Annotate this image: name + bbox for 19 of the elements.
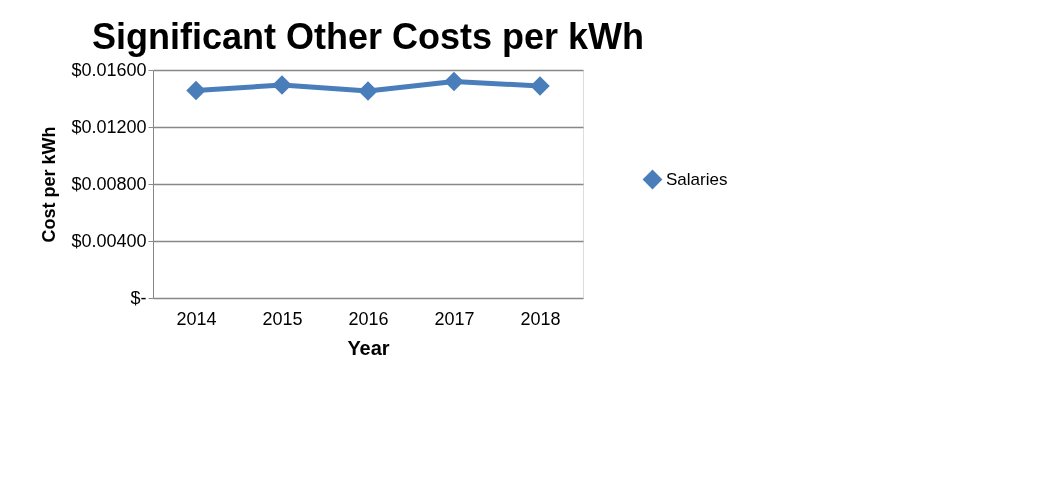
point	[444, 71, 464, 92]
x-tick-label: 2014	[176, 308, 217, 329]
point	[358, 81, 378, 101]
y-tick-label: $0.00800	[71, 173, 147, 194]
point	[186, 80, 206, 101]
point	[530, 76, 550, 96]
x-tick-label: 2016	[348, 308, 389, 329]
y-tick-label: $0.00400	[71, 230, 147, 251]
x-axis-title: Year	[347, 336, 390, 359]
x-tick-label: 2018	[520, 308, 561, 329]
y-tick-label: $0.01200	[71, 116, 147, 137]
y-axis-title: Cost per kWh	[39, 126, 60, 243]
x-tick-label: 2015	[262, 308, 303, 329]
x-tick-label: 2017	[434, 308, 475, 329]
chart-title: Significant Other Costs per kWh	[91, 16, 645, 57]
legend-label: Salaries	[666, 169, 728, 189]
point	[272, 75, 292, 95]
y-tick-label: $0.01600	[71, 59, 147, 80]
y-tick-label: $-	[130, 287, 147, 308]
